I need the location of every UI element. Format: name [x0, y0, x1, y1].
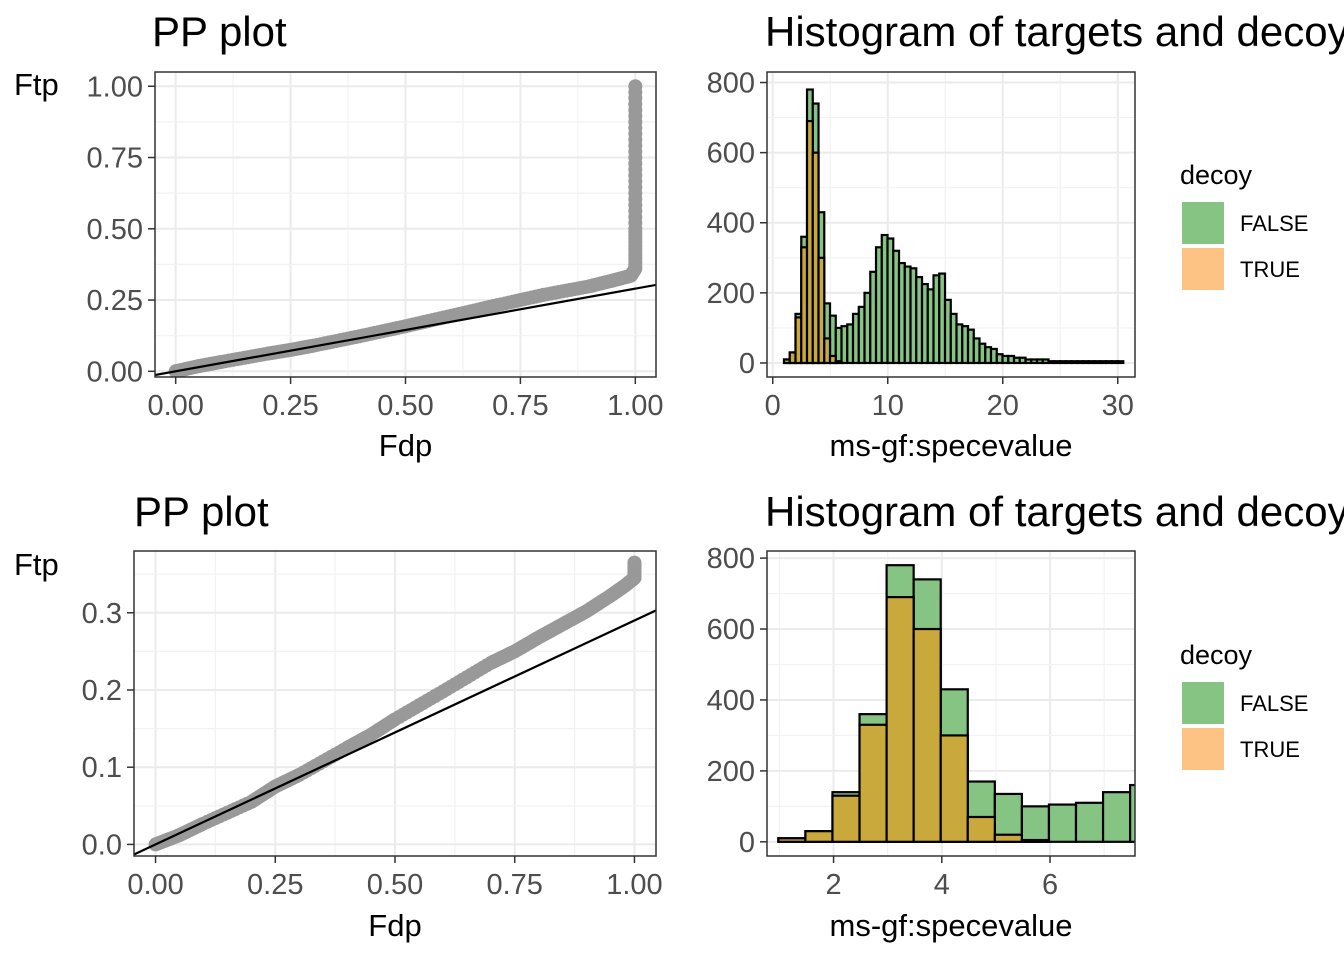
reference-line — [134, 609, 656, 856]
x-tick-label: 6 — [1042, 869, 1058, 901]
legend-label: FALSE — [1240, 691, 1308, 716]
x-tick-label: 0.75 — [486, 869, 542, 901]
legend-label: FALSE — [1240, 211, 1308, 236]
y-tick-label: 0.50 — [87, 214, 143, 246]
pp2-panel: 0.00 0.25 0.50 0.75 1.00 0.0 0.1 0.2 0.3 PP plot F… — [14, 488, 663, 943]
y-tick-label: 200 — [707, 756, 755, 788]
bar-true — [817, 256, 826, 365]
y-axis-label: Ftp — [14, 67, 59, 102]
y-tick-label: 0 — [739, 348, 755, 380]
data-point — [627, 555, 642, 570]
bar-true — [828, 354, 837, 365]
legend-key-true — [1182, 728, 1224, 770]
x-tick-label: 0.50 — [367, 869, 423, 901]
legend-label: TRUE — [1240, 257, 1300, 282]
bar-false — [1129, 783, 1135, 843]
panel-border — [766, 550, 1136, 857]
x-tick-label: 4 — [934, 869, 950, 901]
bar-true — [885, 596, 915, 843]
chart-title: Histogram of targets and decoys — [765, 488, 1344, 535]
bar-false — [1074, 801, 1105, 843]
y-tick-label: 200 — [707, 278, 755, 310]
y-tick-label: 0 — [739, 827, 755, 859]
y-tick-label: 0.1 — [82, 752, 122, 784]
data-point — [628, 79, 643, 94]
plot-area — [782, 88, 1125, 365]
y-tick-label: 1.00 — [87, 71, 143, 103]
x-tick-label: 0.50 — [377, 390, 433, 422]
bar-true — [1020, 838, 1051, 843]
bar-false — [1020, 805, 1051, 843]
legend: decoy FALSE TRUE — [1180, 160, 1308, 290]
x-tick-label: 30 — [1102, 390, 1134, 422]
legend-key-false — [1182, 682, 1224, 724]
bar-false — [1047, 803, 1078, 843]
x-tick-label: 0.75 — [492, 390, 548, 422]
x-tick-label: 1.00 — [606, 869, 662, 901]
y-tick-label: 400 — [707, 685, 755, 717]
y-tick-label: 0.2 — [82, 675, 122, 707]
legend-title: decoy — [1180, 160, 1253, 190]
hist1-panel: 0 10 20 30 0 200 400 600 800 Histogram of targets… — [707, 8, 1344, 463]
legend-title: decoy — [1180, 640, 1253, 670]
x-tick-label: 0.25 — [262, 390, 318, 422]
y-tick-label: 0.25 — [87, 285, 143, 317]
bar-true — [777, 837, 807, 843]
plot-area — [777, 564, 1135, 843]
hist2-panel: 2 4 6 0 200 400 600 800 Histogram of targets and… — [707, 488, 1344, 943]
x-tick-label: 1.00 — [607, 390, 663, 422]
x-tick-label: 20 — [987, 390, 1019, 422]
bar-true — [831, 794, 861, 843]
chart-title: PP plot — [152, 8, 287, 55]
bar-true — [804, 830, 834, 843]
x-tick-label: 0 — [765, 390, 781, 422]
x-tick-label: 2 — [825, 869, 841, 901]
y-tick-label: 400 — [707, 208, 755, 240]
legend: decoy FALSE TRUE — [1180, 640, 1308, 770]
bar-true — [939, 734, 969, 843]
y-tick-label: 800 — [707, 68, 755, 100]
y-axis-label: Ftp — [14, 547, 59, 582]
pp1-panel: 0.00 0.25 0.50 0.75 1.00 0.00 0.25 0.50 0.75 1.00… — [14, 8, 664, 463]
y-tick-label: 600 — [707, 614, 755, 646]
bar-false — [1101, 791, 1132, 843]
bar-true — [834, 360, 843, 365]
bar-true — [966, 815, 996, 843]
bar-true — [912, 627, 942, 843]
y-tick-label: 600 — [707, 138, 755, 170]
plot-area — [134, 555, 656, 856]
x-tick-label: 10 — [872, 390, 904, 422]
bar-true — [823, 337, 832, 365]
reference-line — [155, 283, 656, 377]
bar-true — [858, 723, 888, 843]
chart-title: Histogram of targets and decoys — [765, 8, 1344, 55]
panel-border — [766, 71, 1136, 378]
legend-key-true — [1182, 248, 1224, 290]
legend-label: TRUE — [1240, 737, 1300, 762]
bar-false — [1116, 360, 1125, 365]
x-tick-label: 0.00 — [127, 869, 183, 901]
plot-area — [155, 79, 656, 377]
legend-key-false — [1182, 202, 1224, 244]
y-tick-label: 0.3 — [82, 598, 122, 630]
y-tick-label: 0.00 — [87, 356, 143, 388]
x-axis-label: ms-gf:specevalue — [830, 428, 1073, 463]
x-axis-label: Fdp — [368, 908, 421, 943]
x-tick-label: 0.00 — [147, 390, 203, 422]
x-tick-label: 0.25 — [247, 869, 303, 901]
x-axis-label: ms-gf:specevalue — [830, 908, 1073, 943]
chart-title: PP plot — [134, 488, 269, 535]
x-axis-label: Fdp — [379, 428, 432, 463]
y-tick-label: 0.75 — [87, 143, 143, 175]
bar-true — [993, 833, 1023, 843]
y-tick-label: 0.0 — [82, 829, 122, 861]
y-tick-label: 800 — [707, 543, 755, 575]
